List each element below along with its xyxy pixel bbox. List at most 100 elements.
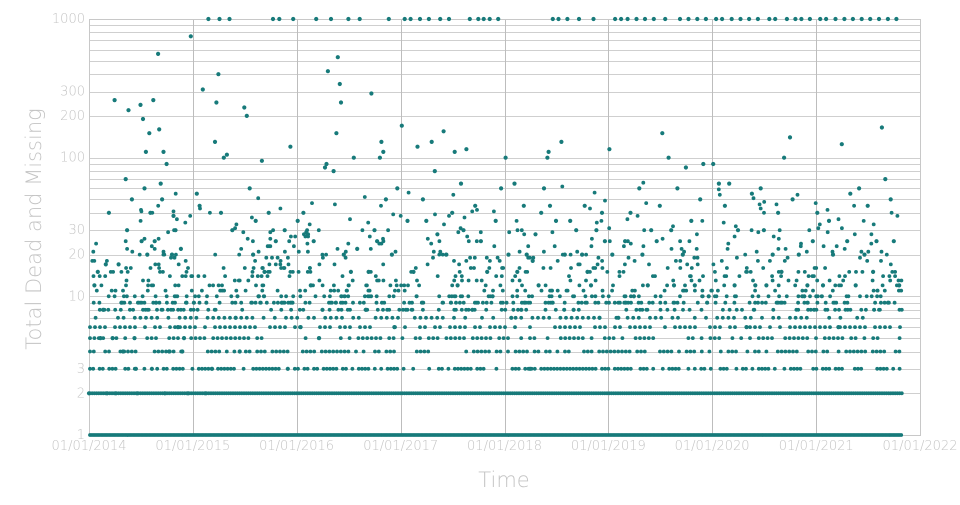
band-point — [517, 349, 522, 354]
data-point — [689, 218, 694, 223]
data-point — [441, 129, 446, 134]
band-point — [281, 349, 286, 354]
data-point — [244, 113, 249, 118]
band-point — [335, 349, 339, 354]
band-point — [113, 325, 117, 329]
scatter-point — [339, 307, 344, 312]
scatter-point — [332, 283, 336, 288]
data-point — [810, 239, 815, 244]
scatter-point — [786, 278, 791, 283]
band-point — [113, 366, 118, 371]
band-point — [750, 366, 755, 371]
x-tick-label: 01/01/2014 — [52, 439, 127, 454]
band-point — [633, 325, 637, 329]
scatter-point — [320, 283, 325, 288]
scatter-point — [628, 241, 633, 246]
scatter-point — [852, 232, 857, 237]
scatter-point — [457, 262, 461, 267]
scatter-point — [158, 270, 162, 274]
scatter-point — [440, 300, 445, 305]
scatter-point — [568, 252, 573, 257]
scatter-point — [881, 274, 885, 278]
scatter-point — [494, 274, 499, 278]
scatter-point — [466, 278, 471, 283]
band-point — [863, 325, 867, 329]
data-point — [429, 139, 434, 144]
scatter-point — [825, 307, 830, 312]
scatter-point — [774, 202, 779, 207]
data-point — [197, 203, 202, 208]
scatter-point — [125, 270, 130, 274]
scatter-point — [292, 244, 296, 249]
scatter-point — [629, 294, 633, 299]
scatter-point — [246, 278, 251, 283]
band-point — [676, 366, 681, 371]
scatter-point — [474, 300, 479, 305]
data-point — [301, 210, 306, 215]
band-point — [787, 336, 792, 340]
scatter-point — [689, 266, 694, 270]
band-point — [692, 315, 697, 320]
data-point — [161, 149, 166, 154]
data-point — [424, 218, 429, 223]
scatter-point — [625, 217, 630, 222]
band-point — [91, 349, 96, 354]
band-point — [211, 315, 216, 320]
band-point — [787, 349, 792, 354]
data-point — [568, 218, 573, 223]
band-point — [278, 325, 282, 329]
band-point — [278, 349, 282, 354]
data-point — [735, 228, 741, 233]
scatter-point — [137, 252, 142, 257]
data-point — [288, 144, 293, 149]
scatter-point — [594, 220, 599, 225]
band-point — [874, 349, 879, 354]
scatter-point — [332, 288, 337, 293]
band-point — [213, 349, 218, 354]
scatter-point — [381, 278, 386, 283]
scatter-point — [157, 300, 162, 305]
data-point — [891, 239, 896, 244]
band-point — [783, 336, 788, 340]
band-point — [753, 325, 757, 329]
scatter-point — [793, 283, 798, 288]
scatter-point — [374, 294, 379, 299]
band-point — [563, 325, 567, 329]
band-point — [635, 349, 640, 354]
data-point — [331, 169, 336, 174]
scatter-point — [632, 259, 637, 263]
scatter-point — [794, 307, 799, 312]
scatter-point — [503, 307, 508, 312]
scatter-point — [375, 307, 380, 312]
band-point — [128, 325, 132, 329]
data-point — [311, 239, 316, 244]
band-point — [93, 325, 97, 329]
scatter-point — [188, 214, 193, 218]
scatter-point — [569, 266, 573, 270]
y-tick-label: 1000 — [52, 12, 85, 27]
scatter-point — [813, 201, 818, 206]
scatter-point — [212, 307, 217, 312]
band-point — [628, 325, 632, 329]
scatter-point — [184, 300, 189, 305]
scatter-point — [208, 210, 212, 215]
scatter-point — [453, 274, 458, 278]
scatter-point — [171, 307, 176, 312]
scatter-point — [97, 300, 102, 305]
data-point — [824, 16, 829, 22]
data-point — [194, 191, 199, 196]
scatter-point — [827, 278, 832, 283]
band-point — [188, 325, 192, 329]
scatter-point — [775, 300, 780, 305]
scatter-point — [449, 294, 454, 299]
band-point — [638, 366, 643, 371]
band-point — [575, 315, 580, 320]
scatter-point — [610, 288, 614, 293]
band-point — [788, 315, 792, 320]
band-point — [149, 315, 154, 320]
band-point — [372, 366, 377, 371]
band-point — [427, 366, 432, 371]
data-point — [392, 325, 397, 330]
band-point — [547, 315, 552, 320]
band-point — [168, 325, 172, 329]
